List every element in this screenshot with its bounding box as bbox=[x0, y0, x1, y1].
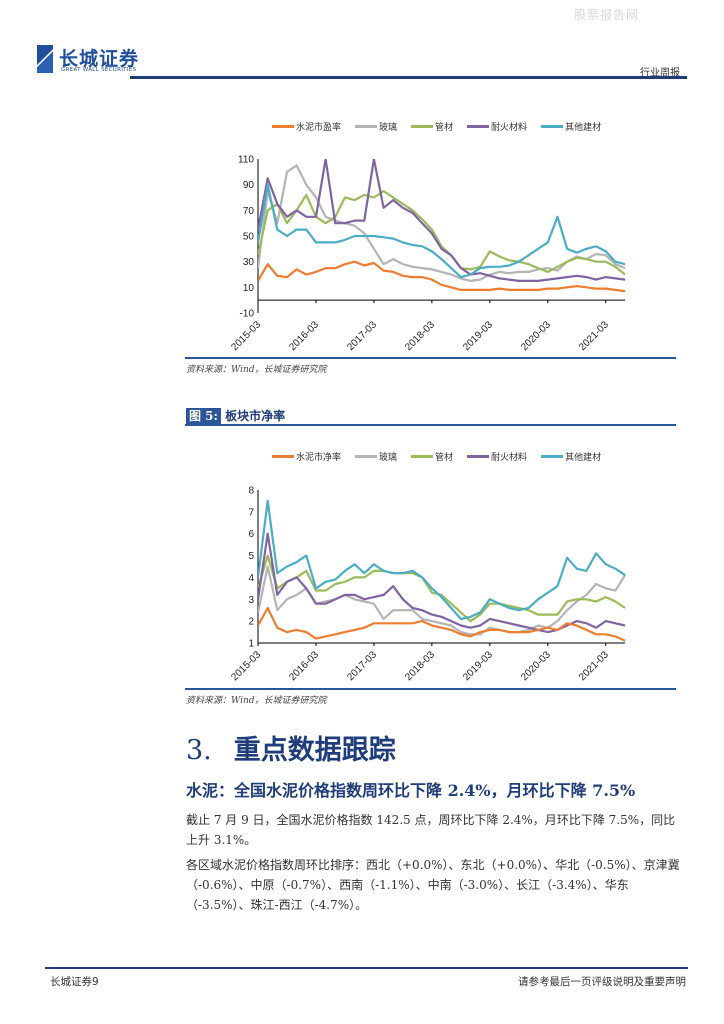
legend-label: 耐火材料 bbox=[491, 453, 528, 463]
y-tick-label: 90 bbox=[243, 180, 255, 191]
chart2-bottom-rule bbox=[185, 688, 676, 690]
legend-label: 耐火材料 bbox=[491, 123, 528, 133]
section-subtitle: 水泥：全国水泥价格指数周环比下降 2.4%，月环比下降 7.5% bbox=[186, 781, 636, 800]
y-tick-label: 110 bbox=[238, 155, 254, 166]
y-tick-label: 10 bbox=[243, 283, 255, 294]
series-line-refractory bbox=[258, 532, 626, 634]
chart1-source: 资料来源：Wind，长城证券研究院 bbox=[186, 365, 327, 375]
x-tick-label: 2019-03 bbox=[461, 319, 495, 353]
legend-swatch bbox=[355, 455, 378, 458]
x-tick-label: 2015-03 bbox=[229, 649, 263, 683]
y-tick-label: 1 bbox=[248, 639, 254, 650]
y-tick-label: 7 bbox=[248, 507, 254, 518]
legend-swatch bbox=[467, 455, 490, 458]
y-tick-label: 3 bbox=[248, 595, 254, 606]
legend-swatch bbox=[411, 125, 434, 128]
y-tick-label: 2 bbox=[248, 617, 254, 628]
legend-label: 水泥市盈率 bbox=[296, 123, 342, 133]
series-line-pipe bbox=[258, 189, 626, 276]
y-tick-label: 8 bbox=[248, 486, 254, 497]
series-line-pipe bbox=[258, 554, 626, 623]
report-type: 行业周报 bbox=[640, 68, 680, 79]
series-line-other bbox=[258, 183, 626, 279]
figure-caption: 板块市净率 bbox=[225, 409, 286, 423]
x-tick-label: 2018-03 bbox=[403, 649, 437, 683]
x-tick-label: 2020-03 bbox=[519, 319, 553, 353]
legend-item-refractory: 耐火材料 bbox=[467, 120, 527, 133]
legend-label: 其他建材 bbox=[565, 123, 602, 133]
figure-number: 图 5: bbox=[186, 408, 221, 424]
legend-item-pipe: 管材 bbox=[411, 120, 453, 133]
section-number: 3. bbox=[186, 735, 212, 766]
x-tick-label: 2016-03 bbox=[287, 649, 321, 683]
y-tick-label: 6 bbox=[248, 529, 254, 540]
legend-swatch bbox=[272, 455, 294, 458]
series-line-refractory bbox=[258, 159, 626, 282]
x-tick-label: 2015-03 bbox=[229, 319, 263, 353]
logo-text: 长城证券 bbox=[59, 48, 140, 70]
x-tick-label: 2020-03 bbox=[519, 649, 553, 683]
legend-item-other: 其他建材 bbox=[541, 120, 601, 133]
paragraph-national-index: 截止 7 月 9 日，全国水泥价格指数 142.5 点，周环比下降 2.4%，月… bbox=[186, 813, 676, 847]
y-tick-label: 30 bbox=[243, 257, 255, 268]
legend-item-cement: 水泥市盈率 bbox=[272, 120, 341, 133]
legend-item-cement: 水泥市净率 bbox=[272, 450, 341, 463]
legend-item-pipe: 管材 bbox=[411, 450, 453, 463]
figure-title: 图 5: 板块市净率 bbox=[186, 407, 285, 424]
footer-disclaimer: 请参考最后一页评级说明及重要声明 bbox=[518, 976, 686, 988]
y-tick-label: 4 bbox=[248, 573, 254, 584]
legend-swatch bbox=[411, 455, 434, 458]
legend-label: 玻璃 bbox=[379, 123, 398, 133]
legend-label: 管材 bbox=[435, 123, 454, 133]
legend-item-glass: 玻璃 bbox=[355, 120, 397, 133]
legend-label: 水泥市净率 bbox=[296, 453, 342, 463]
legend-label: 玻璃 bbox=[379, 453, 398, 463]
y-tick-label: 50 bbox=[243, 232, 255, 243]
y-tick-label: 70 bbox=[243, 206, 255, 217]
chart2-legend: 水泥市净率 玻璃 管材 耐火材料 其他建材 bbox=[272, 450, 601, 463]
footer-divider bbox=[45, 967, 688, 969]
legend-swatch bbox=[541, 125, 564, 128]
footer-page: 长城证券9 bbox=[50, 976, 99, 988]
series-line-glass bbox=[258, 164, 626, 282]
figure-title-rule bbox=[185, 424, 676, 426]
legend-swatch bbox=[541, 455, 564, 458]
legend-label: 管材 bbox=[435, 453, 454, 463]
section-title: 重点数据跟踪 bbox=[233, 735, 396, 766]
x-tick-label: 2021-03 bbox=[577, 319, 611, 353]
header-divider bbox=[130, 76, 687, 79]
legend-swatch bbox=[272, 125, 294, 128]
y-tick-label: 5 bbox=[248, 551, 254, 562]
y-tick-label: -10 bbox=[240, 309, 255, 320]
chart1-bottom-rule bbox=[185, 357, 676, 359]
x-tick-label: 2018-03 bbox=[403, 319, 437, 353]
logo-icon bbox=[37, 45, 53, 73]
logo-subtext: GREAT WALL SECURITIES bbox=[61, 67, 137, 73]
legend-swatch bbox=[467, 125, 490, 128]
legend-swatch bbox=[355, 125, 378, 128]
watermark: 股票报告网 bbox=[574, 8, 640, 22]
legend-item-other: 其他建材 bbox=[541, 450, 601, 463]
legend-item-glass: 玻璃 bbox=[355, 450, 397, 463]
legend-item-refractory: 耐火材料 bbox=[467, 450, 527, 463]
x-tick-label: 2019-03 bbox=[461, 649, 495, 683]
legend-label: 其他建材 bbox=[565, 453, 602, 463]
chart2-source: 资料来源：Wind，长城证券研究院 bbox=[186, 696, 327, 706]
paragraph-regional-ranking: 各区域水泥价格指数周环比排序：西北（+0.0%）、东北（+0.0%）、华北（-0… bbox=[186, 858, 680, 912]
x-tick-label: 2016-03 bbox=[287, 319, 321, 353]
series-line-cement bbox=[258, 606, 626, 642]
x-tick-label: 2017-03 bbox=[345, 649, 379, 683]
x-tick-label: 2021-03 bbox=[577, 649, 611, 683]
x-tick-label: 2017-03 bbox=[345, 319, 379, 353]
series-line-cement bbox=[258, 260, 626, 293]
section-heading: 3. 重点数据跟踪 bbox=[186, 728, 396, 767]
chart1-legend: 水泥市盈率 玻璃 管材 耐火材料 其他建材 bbox=[272, 120, 601, 133]
series-line-other bbox=[258, 499, 626, 621]
